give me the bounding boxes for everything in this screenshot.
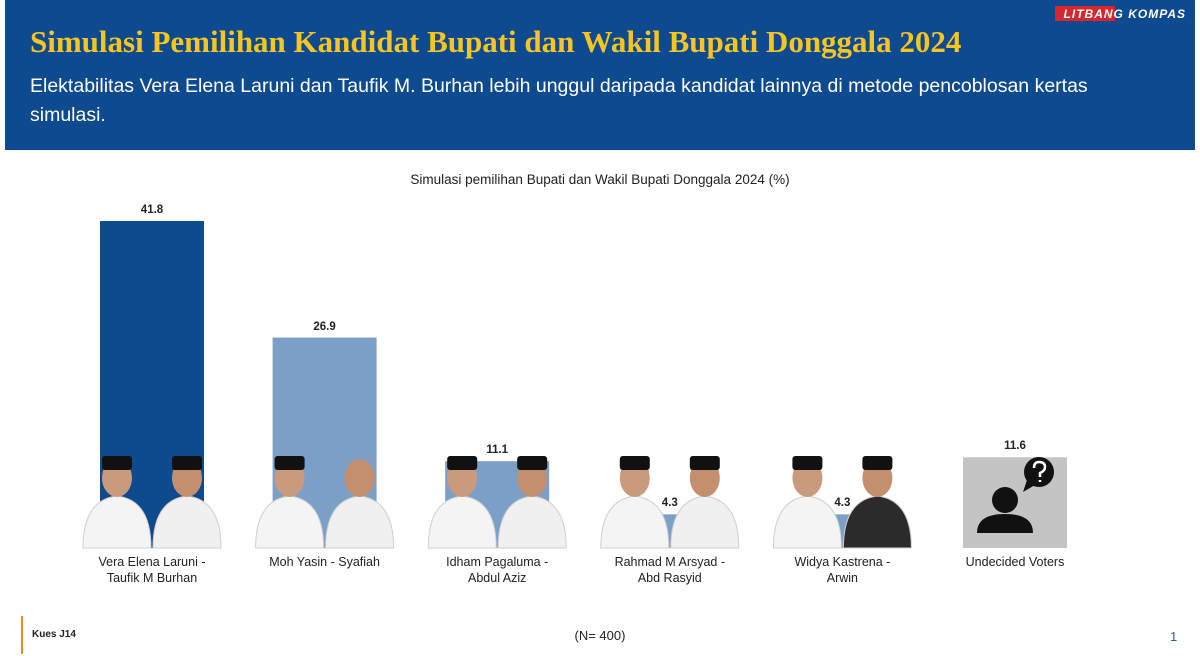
logo-badge [1055, 6, 1115, 21]
value-label: 26.9 [313, 320, 336, 333]
icon-question [1032, 460, 1047, 482]
chart-title: Simulasi pemilihan Bupati dan Wakil Bupa… [410, 172, 790, 187]
photo-hat [447, 456, 478, 470]
subtitle: Elektabilitas Vera Elena Laruni dan Tauf… [30, 75, 1088, 126]
page-number: 1 [1170, 629, 1178, 644]
photo-hat [792, 456, 823, 470]
photo-hat [102, 456, 132, 470]
photo-hat [689, 456, 720, 470]
x-tick-label: Idham Pagaluma - Abdul Aziz [446, 555, 549, 585]
logo: LITBANG KOMPAS [1063, 7, 1186, 21]
icon-bubble [1024, 457, 1054, 487]
photo-hat [172, 456, 202, 470]
x-tick-label: Undecided Voters [965, 555, 1065, 569]
title: Simulasi Pemilihan Kandidat Bupati dan W… [30, 24, 962, 59]
value-label: 11.6 [1004, 440, 1026, 453]
photo-hat [517, 456, 548, 470]
photo-head [344, 459, 375, 497]
sample-size: (N= 400) [574, 628, 626, 643]
photo-hat [619, 456, 650, 470]
x-tick-label: Rahmad M Arsyad - Abd Rasyid [614, 555, 726, 585]
value-label: 4.3 [834, 497, 851, 510]
value-label: 41.8 [140, 204, 164, 216]
icon-bubble-tail [1023, 480, 1035, 492]
footer-code: Kues J14 [32, 629, 76, 640]
x-tick-label: Widya Kastrena - Arwin [794, 555, 891, 585]
photo-hat [274, 456, 305, 470]
value-label: 11.1 [486, 444, 509, 457]
x-tick-label: Vera Elena Laruni - Taufik M Burhan [98, 555, 206, 585]
value-label: 4.3 [661, 497, 678, 510]
photo-hat [862, 456, 893, 470]
x-tick-label: Moh Yasin - Syafiah [269, 555, 380, 569]
icon-body [977, 514, 1033, 533]
icon-head [992, 487, 1018, 513]
header-band [5, 0, 1195, 150]
